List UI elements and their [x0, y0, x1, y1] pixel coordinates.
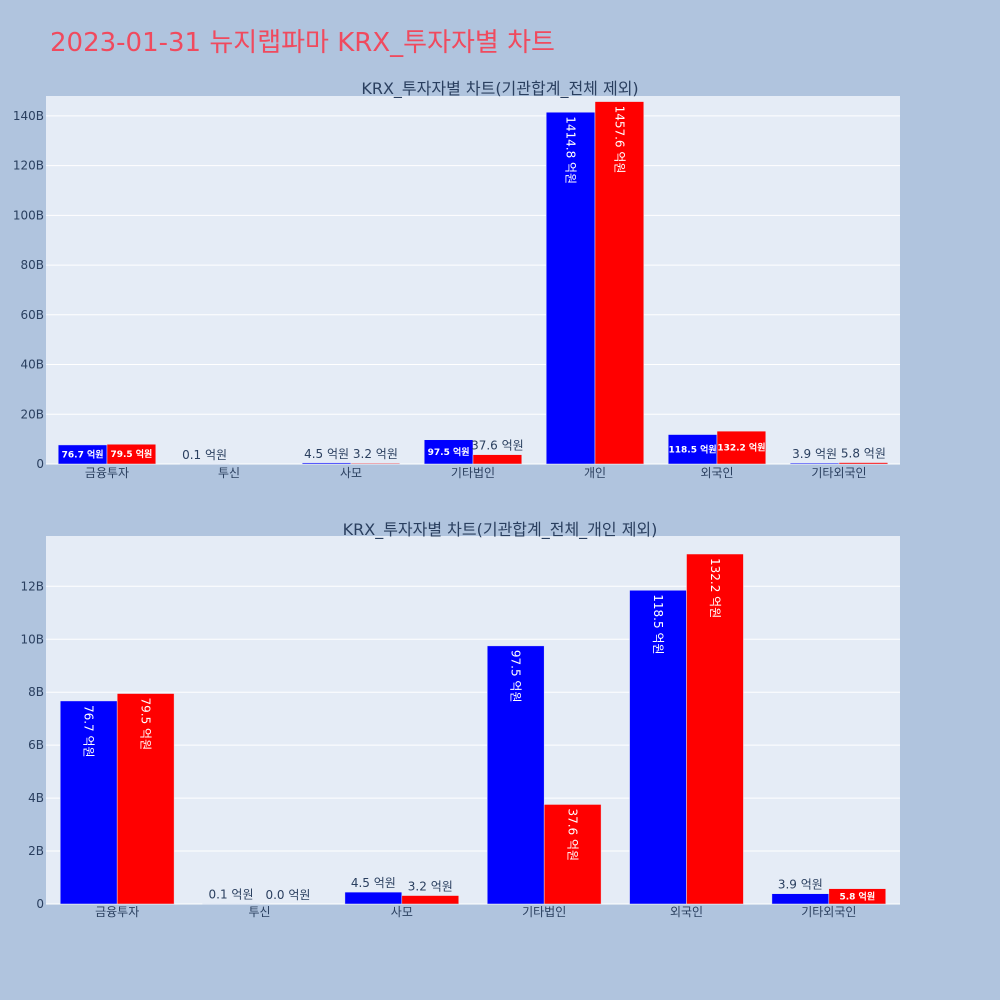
data-label: 79.5 억원	[139, 698, 153, 751]
page-title: 2023-01-31 뉴지랩파마 KRX_투자자별 차트	[50, 28, 555, 58]
y-tick-label: 0	[36, 897, 44, 911]
bar	[106, 443, 157, 465]
data-label: 1457.6 억원	[612, 106, 626, 174]
bar	[789, 462, 840, 465]
bar	[472, 454, 523, 465]
y-tick-label: 8B	[28, 685, 44, 699]
y-tick-label: 120B	[13, 159, 44, 173]
y-tick-label: 20B	[20, 407, 44, 421]
x-tick-label: 사모	[340, 466, 362, 480]
bar	[543, 804, 602, 905]
y-tick-label: 100B	[13, 208, 44, 222]
y-tick-label: 60B	[20, 308, 44, 322]
data-label: 118.5 억원	[651, 594, 665, 654]
data-label: 132.2 억원	[717, 442, 765, 454]
data-label: 1414.8 억원	[564, 116, 578, 184]
bar	[629, 590, 687, 905]
chart-title: KRX_투자자별 차트(기관합계_전체_개인 제외)	[343, 520, 658, 540]
bar	[344, 891, 403, 905]
bar	[771, 893, 830, 905]
x-tick-label: 기타법인	[451, 466, 495, 480]
y-tick-label: 40B	[20, 358, 44, 372]
x-tick-label: 투신	[248, 905, 270, 919]
x-tick-label: 기타법인	[522, 905, 566, 919]
data-label: 5.8 억원	[839, 890, 875, 902]
x-tick-label: 금융투자	[95, 905, 139, 919]
data-label: 4.5 억원	[351, 876, 396, 890]
data-label: 0.1 억원	[209, 888, 254, 902]
data-label: 5.8 억원	[841, 447, 886, 461]
x-tick-label: 금융투자	[85, 466, 129, 480]
y-tick-label: 140B	[13, 109, 44, 123]
y-tick-label: 12B	[20, 579, 44, 593]
data-label: 37.6 억원	[471, 439, 524, 453]
bar	[350, 462, 401, 465]
bar	[301, 462, 352, 465]
bar	[838, 462, 889, 465]
data-label: 4.5 억원	[304, 447, 349, 461]
bar	[423, 439, 474, 465]
chart-title: KRX_투자자별 차트(기관합계_전체 제외)	[361, 79, 638, 99]
y-tick-label: 80B	[20, 258, 44, 272]
data-label: 3.9 억원	[778, 878, 823, 892]
bar	[686, 553, 744, 905]
data-label: 97.5 억원	[509, 650, 523, 703]
data-label: 3.2 억원	[353, 447, 398, 461]
y-tick-label: 2B	[28, 844, 44, 858]
x-tick-label: 외국인	[700, 466, 733, 480]
x-tick-label: 외국인	[670, 905, 703, 919]
x-tick-label: 사모	[391, 905, 413, 919]
plot-area	[46, 536, 900, 904]
data-label: 118.5 억원	[669, 443, 717, 455]
data-label: 97.5 억원	[428, 446, 470, 458]
data-label: 3.9 억원	[792, 447, 837, 461]
bar	[486, 645, 545, 905]
y-tick-label: 0	[36, 457, 44, 471]
bar	[716, 430, 767, 465]
x-tick-label: 기타외국인	[811, 466, 866, 480]
data-label: 76.7 억원	[62, 448, 104, 460]
x-tick-label: 개인	[584, 466, 606, 480]
y-tick-label: 6B	[28, 738, 44, 752]
y-tick-label: 10B	[20, 632, 44, 646]
data-label: 79.5 억원	[110, 448, 152, 460]
x-tick-label: 투신	[218, 466, 240, 480]
data-label: 0.0 억원	[265, 888, 310, 902]
plot-area	[46, 96, 900, 464]
bar	[116, 693, 175, 905]
x-tick-label: 기타외국인	[801, 905, 856, 919]
data-label: 76.7 억원	[82, 705, 96, 758]
bar	[594, 101, 645, 465]
data-label: 37.6 억원	[566, 808, 580, 861]
chart-2: 0 2B 4B 6B 8B 10B 12B KRX_투자자별 차트(기관합계_전체_개인 제외…	[20, 520, 900, 919]
bar	[59, 700, 118, 905]
data-label: 3.2 억원	[408, 880, 453, 894]
bar	[401, 895, 460, 905]
bar	[828, 888, 887, 905]
y-tick-label: 4B	[28, 791, 44, 805]
data-label: 0.1 억원	[182, 448, 227, 462]
chart-1: 0 20B 40B 60B 80B 100B 120B 140B KRX_투자자별 차트(기관합…	[13, 79, 900, 480]
bar	[545, 111, 596, 465]
data-label: 132.2 억원	[708, 558, 722, 618]
